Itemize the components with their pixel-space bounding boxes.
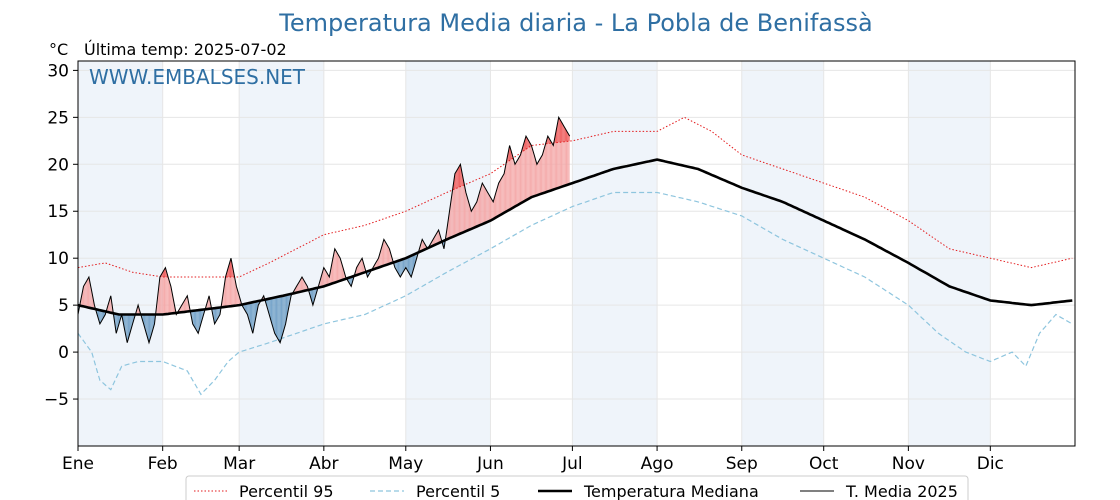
x-axis-ticks: Ene Feb Mar Abr May Jun Jul Ago Sep Oct Nov Dic: [62, 446, 1004, 474]
legend: Percentil 95 Percentil 5 Temperatura Med…: [185, 475, 969, 500]
month-band: [405, 61, 491, 446]
plot-frame: [77, 60, 1076, 447]
anomaly-fills: [78, 117, 570, 343]
series-percentil-5: [77, 191, 1073, 396]
x-tick-label: Ene: [62, 454, 94, 474]
y-tick-label: 0: [58, 343, 69, 363]
x-tick-label: Abr: [309, 454, 338, 474]
watermark: WWW.EMBALSES.NET: [89, 65, 306, 89]
month-band: [908, 61, 991, 446]
unit-label: °C: [49, 40, 68, 59]
x-tick-label: May: [388, 454, 423, 474]
x-tick-label: Feb: [148, 454, 178, 474]
x-tick-label: Oct: [809, 454, 839, 474]
y-tick-label: 20: [47, 155, 69, 175]
y-tick-label: 10: [47, 249, 69, 269]
month-band: [572, 61, 658, 446]
month-band: [78, 61, 163, 446]
y-tick-label: 5: [58, 296, 69, 316]
y-tick-label: 15: [47, 202, 69, 222]
y-tick-label: −5: [44, 390, 69, 410]
x-tick-label: Jul: [561, 454, 583, 474]
legend-box: [185, 475, 969, 500]
month-band: [741, 61, 824, 446]
x-tick-label: Dic: [977, 454, 1004, 474]
series-percentil-95: [77, 116, 1073, 278]
legend-p95-label: Percentil 95: [239, 482, 334, 500]
legend-p5-label: Percentil 5: [416, 482, 500, 500]
x-tick-label: Sep: [726, 454, 758, 474]
y-tick-label: 30: [47, 61, 69, 81]
y-axis-ticks: 30 25 20 15 10 5 0 −5: [44, 61, 78, 410]
series-temperatura-mediana: [77, 158, 1073, 316]
series-t-media-2025: [77, 115, 571, 345]
x-tick-label: Nov: [892, 454, 925, 474]
month-band: [239, 61, 324, 446]
chart-title: Temperatura Media diaria - La Pobla de B…: [278, 9, 872, 37]
x-tick-label: Jun: [476, 454, 504, 474]
x-tick-label: Ago: [641, 454, 674, 474]
legend-current-label: T. Media 2025: [845, 482, 958, 500]
y-tick-label: 25: [47, 108, 69, 128]
series-lines: [77, 115, 1073, 396]
legend-median-label: Temperatura Mediana: [583, 482, 759, 500]
x-tick-label: Mar: [223, 454, 255, 474]
month-bands: [78, 61, 991, 446]
last-temp-label: Última temp: 2025-07-02: [84, 40, 287, 59]
